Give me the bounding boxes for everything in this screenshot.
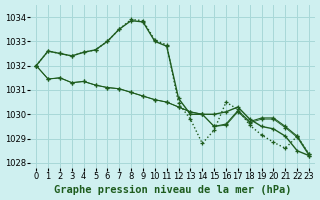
X-axis label: Graphe pression niveau de la mer (hPa): Graphe pression niveau de la mer (hPa) [54, 185, 292, 195]
